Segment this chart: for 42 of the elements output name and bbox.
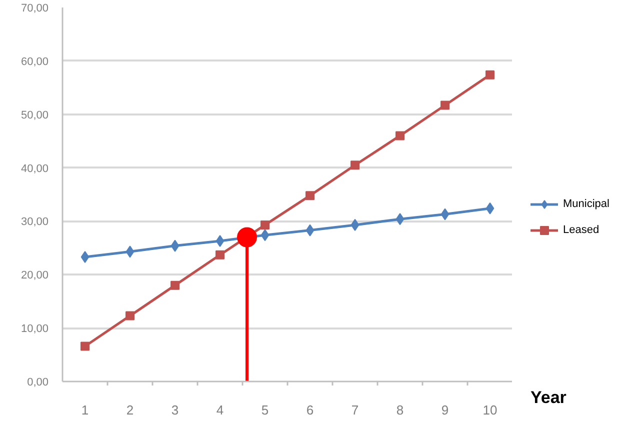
point [126,311,134,320]
point [306,191,314,200]
point [306,224,314,236]
x-tick-label: 9 [441,402,449,418]
y-tick-label: 30,00 [20,216,49,228]
point [80,251,90,264]
point [350,218,360,231]
point [216,250,224,260]
point [440,208,450,220]
legend-label: Leased [563,224,600,236]
x-tick-label: 4 [216,402,224,418]
point [396,213,404,226]
point [440,100,450,110]
y-tick-label: 20,00 [20,270,49,282]
y-tick-label: 0,00 [27,376,49,388]
x-tick-label: 6 [306,402,314,418]
point [126,246,134,258]
point [80,342,90,351]
point [237,227,257,248]
x-tick-label: 1 [81,402,89,418]
x-tick-label: 8 [396,402,404,418]
point [260,229,270,242]
y-tick-label: 70,00 [20,2,49,14]
point [396,131,404,140]
y-tick-label: 10,00 [20,323,49,336]
x-tick-label: 10 [482,402,498,418]
legend-label: Municipal [563,198,610,210]
x-tick-label: 5 [261,402,269,418]
point [216,234,224,247]
point [486,202,494,214]
x-tick-label: 2 [126,402,134,418]
y-tick-label: 60,00 [20,56,49,68]
x-tick-label: 7 [351,402,359,418]
point [350,160,360,170]
point [486,70,494,80]
point [170,280,180,290]
point [170,240,180,252]
y-tick-label: 40,00 [20,162,49,175]
x-axis-title: Year [530,388,567,407]
y-tick-label: 50,00 [20,109,49,122]
point [260,220,270,230]
x-tick-label: 3 [171,402,179,418]
